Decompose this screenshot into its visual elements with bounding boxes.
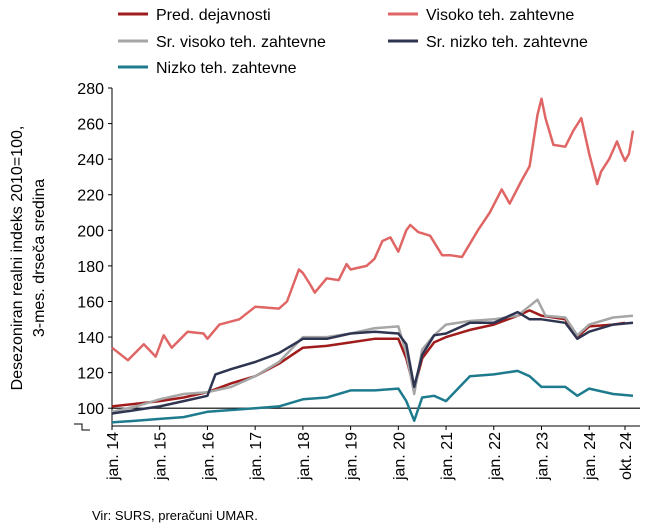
axis-break-mark	[74, 423, 90, 431]
x-tick-label: jan. 20	[391, 432, 408, 481]
x-tick-label: jan. 24	[582, 432, 599, 481]
x-tick-label: jan. 21	[439, 432, 456, 481]
y-axis-title-line: Desezoniran realni indeks 2010=100,	[9, 126, 26, 391]
x-tick-label: okt. 24	[618, 432, 635, 480]
x-tick-label: jan. 19	[344, 432, 361, 481]
x-tick-label: jan. 15	[153, 432, 170, 481]
x-tick-label: jan. 23	[534, 432, 551, 481]
y-tick-label: 160	[77, 294, 104, 311]
y-tick-label: 260	[77, 117, 104, 134]
legend-label: Nizko teh. zahtevne	[156, 60, 297, 77]
legend-label: Sr. nizko teh. zahtevne	[426, 34, 588, 51]
x-tick-label: jan. 17	[248, 432, 265, 481]
y-tick-label: 180	[77, 259, 104, 276]
legend-label: Sr. visoko teh. zahtevne	[156, 34, 326, 51]
legend-label: Visoko teh. zahtevne	[426, 7, 574, 24]
x-tick-label: jan. 14	[105, 432, 122, 481]
source-note: Vir: SURS, preračuni UMAR.	[92, 508, 258, 523]
legend-label: Pred. dejavnosti	[156, 7, 271, 24]
x-tick-label: jan. 22	[487, 432, 504, 481]
y-tick-label: 120	[77, 366, 104, 383]
series-line-2	[111, 97, 635, 362]
y-axis-title-line: 3-mes. drseča sredina	[31, 179, 48, 337]
x-tick-label: jan. 18	[296, 432, 313, 481]
series-line-3	[111, 298, 634, 414]
y-tick-label: 200	[77, 223, 104, 240]
y-tick-label: 220	[77, 188, 104, 205]
y-tick-label: 240	[77, 152, 104, 169]
series-line-1	[111, 309, 626, 408]
series-line-5	[111, 369, 634, 424]
y-tick-label: 100	[77, 401, 104, 418]
y-tick-label: 280	[77, 81, 104, 98]
y-tick-label: 140	[77, 330, 104, 347]
x-tick-label: jan. 16	[200, 432, 217, 481]
series-line-4	[111, 310, 634, 415]
